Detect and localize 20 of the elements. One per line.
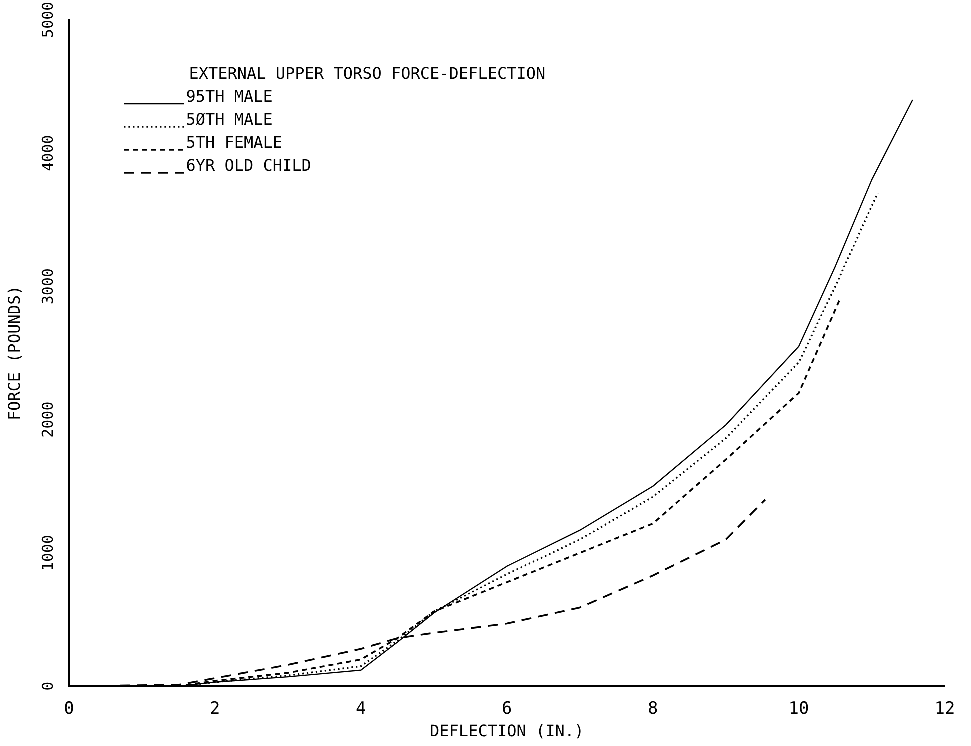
x-tick-label: 8: [648, 699, 658, 720]
y-tick-label: 2000: [39, 402, 58, 438]
y-tick-label: 3000: [39, 268, 58, 305]
y-tick-label: 0: [39, 682, 58, 691]
legend-label: 5TH FEMALE: [186, 133, 283, 152]
legend-label: 5ØTH MALE: [186, 110, 273, 130]
x-tick-label: 10: [788, 699, 810, 720]
x-tick-label: 12: [934, 699, 956, 720]
y-tick-label: 4000: [39, 135, 58, 172]
legend-label: 95TH MALE: [186, 87, 273, 106]
x-axis-title: DEFLECTION (IN.): [430, 722, 584, 741]
x-tick-label: 2: [210, 699, 220, 720]
y-axis-title: FORCE (POUNDS): [4, 286, 24, 421]
x-tick-label: 6: [502, 699, 512, 720]
y-tick-label: 5000: [39, 2, 58, 38]
legend-label: 6YR OLD CHILD: [186, 156, 312, 176]
x-tick-label: 0: [64, 699, 74, 720]
y-tick-label: 1000: [39, 535, 58, 572]
text: EXTERNAL UPPER TORSO FORCE-DEFLECTION: [189, 64, 546, 84]
x-tick-label: 4: [356, 699, 366, 720]
